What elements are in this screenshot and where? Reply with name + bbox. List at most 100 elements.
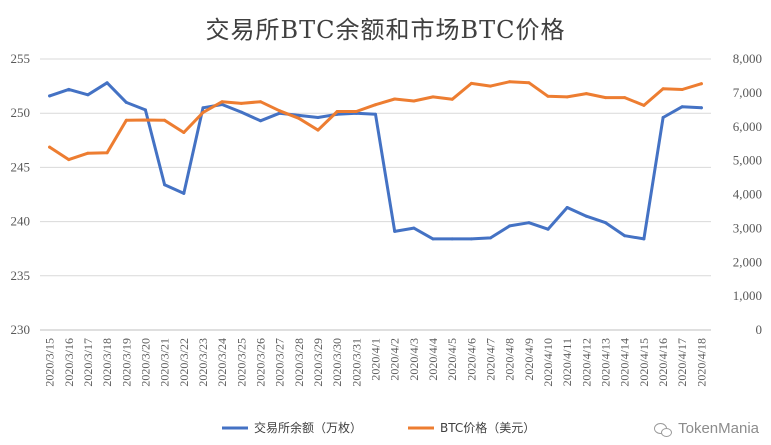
data-point-0 [469,237,473,241]
x-tick-label: 2020/3/22 [177,338,191,387]
data-point-1 [527,81,531,85]
data-point-0 [489,236,492,240]
data-point-0 [527,221,531,225]
data-point-0 [699,106,703,110]
x-tick-label: 2020/4/9 [522,338,536,381]
x-tick-label: 2020/3/24 [215,338,229,387]
x-tick-label: 2020/3/16 [62,338,76,387]
legend-label-0: 交易所余额（万枚） [254,420,362,435]
data-point-0 [239,110,243,114]
x-tick-label: 2020/3/21 [158,338,172,387]
data-point-1 [297,116,301,120]
x-tick-label: 2020/4/16 [656,338,670,387]
x-tick-label: 2020/3/29 [311,338,325,387]
data-point-1 [584,92,588,96]
left-tick-label: 250 [11,105,31,120]
grid-lines [40,58,711,331]
x-tick-label: 2020/4/4 [426,338,440,381]
x-tick-label: 2020/3/18 [100,338,114,387]
x-tick-label: 2020/3/27 [273,338,287,387]
data-point-0 [508,224,512,228]
legend-label-1: BTC价格（美元） [440,420,535,435]
x-tick-label: 2020/3/17 [81,338,95,387]
data-point-1 [143,118,147,122]
x-tick-label: 2020/3/23 [196,338,210,387]
data-point-1 [48,145,52,149]
data-point-1 [201,111,205,114]
data-point-1 [623,96,627,100]
x-tick-label: 2020/4/10 [541,338,555,387]
data-point-0 [182,191,186,195]
data-point-1 [450,97,454,101]
data-point-1 [105,151,109,155]
data-point-0 [450,237,454,241]
data-point-1 [374,103,377,107]
data-point-0 [546,227,550,231]
wechat-icon [654,422,673,437]
data-point-0 [86,93,90,97]
data-point-1 [393,97,397,101]
data-point-1 [278,109,282,113]
x-tick-label: 2020/4/17 [675,338,689,387]
data-point-1 [335,110,339,113]
x-tick-label: 2020/4/2 [388,338,402,381]
data-point-0 [374,112,377,116]
data-point-0 [297,113,301,117]
data-point-1 [489,84,492,88]
data-point-0 [201,106,205,110]
data-point-0 [143,108,147,112]
data-point-0 [316,116,320,119]
watermark-text: TokenMania [678,420,759,437]
data-point-1 [661,87,665,91]
x-tick-label: 2020/3/26 [253,338,267,387]
data-point-0 [604,221,608,225]
data-point-1 [699,82,703,86]
right-tick-label: 7,000 [733,85,762,100]
left-tick-label: 235 [11,268,31,283]
data-point-1 [86,151,90,155]
data-point-1 [163,118,167,122]
x-tick-label: 2020/4/14 [618,338,632,387]
data-point-1 [412,99,416,103]
right-tick-label: 4,000 [733,187,762,202]
data-point-1 [259,100,262,104]
left-tick-label: 240 [11,214,31,229]
data-point-0 [393,229,397,233]
data-point-1 [124,118,128,122]
left-tick-label: 255 [11,51,31,66]
data-point-0 [163,183,167,187]
data-point-1 [680,88,684,91]
watermark: TokenMania [654,420,759,437]
data-point-0 [431,237,435,241]
x-tick-label: 2020/4/7 [484,338,498,381]
x-tick-label: 2020/3/20 [138,338,152,387]
data-point-0 [48,94,52,98]
data-point-0 [259,119,262,123]
series-lines [48,80,703,241]
x-tick-label: 2020/4/6 [464,338,478,381]
x-tick-label: 2020/4/13 [599,338,613,387]
data-point-0 [124,100,128,104]
data-point-1 [239,101,243,105]
left-axis: 230 235 240 245 250 255 [11,51,31,337]
right-tick-label: 3,000 [733,220,762,235]
data-point-1 [546,94,550,98]
x-tick-label: 2020/4/8 [503,338,517,381]
data-point-1 [220,100,224,104]
x-tick-label: 2020/3/25 [234,338,248,387]
x-axis: 2020/3/15 2020/3/16 2020/3/17 2020/3/18 2020… [40,329,711,387]
x-tick-label: 2020/4/11 [560,338,574,386]
x-tick-label: 2020/4/3 [407,338,421,381]
data-point-0 [67,87,71,91]
data-point-1 [642,103,646,107]
data-point-1 [182,131,186,134]
x-tick-label: 2020/3/19 [119,338,133,387]
data-point-0 [565,206,569,209]
x-tick-label: 2020/4/15 [637,338,651,387]
data-point-1 [604,96,608,100]
x-tick-label: 2020/3/30 [330,338,344,387]
data-point-0 [642,237,646,241]
x-tick-label: 2020/4/12 [579,338,593,387]
data-point-0 [584,214,588,218]
